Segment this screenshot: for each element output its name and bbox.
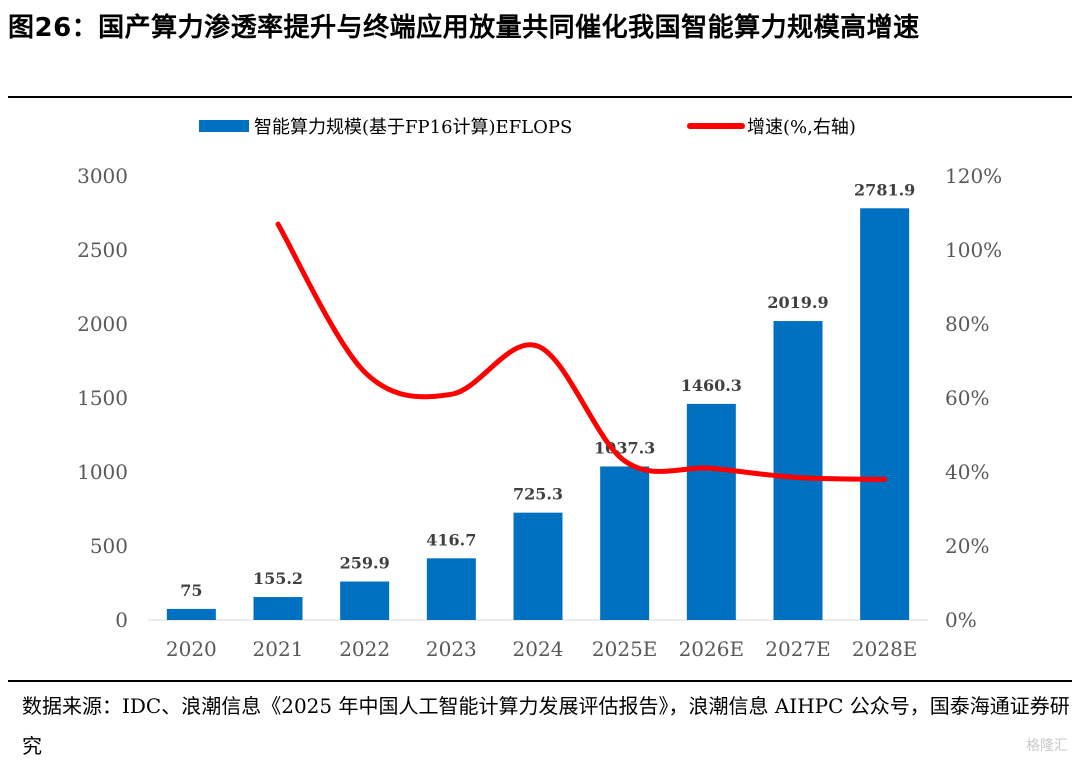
bar-value-label: 2781.9 xyxy=(854,180,915,199)
bar-value-label: 725.3 xyxy=(513,485,563,504)
growth-rate-line xyxy=(275,221,888,482)
bar-series xyxy=(166,208,910,620)
bar-value-label: 75 xyxy=(180,581,202,600)
legend: 智能算力规模(基于FP16计算)EFLOPS 增速(%,右轴) xyxy=(199,117,856,138)
bar-2020 xyxy=(166,608,216,620)
y-right-tick-label: 40% xyxy=(945,460,989,484)
bar-2021 xyxy=(253,597,303,620)
y-right-tick-label: 120% xyxy=(945,164,1002,188)
legend-bar-label: 智能算力规模(基于FP16计算)EFLOPS xyxy=(254,117,572,138)
source-divider xyxy=(8,680,1072,682)
y-left-tick-label: 0 xyxy=(115,608,128,632)
x-tick-label: 2021 xyxy=(253,637,304,661)
y-right-tick-label: 60% xyxy=(945,386,989,410)
x-tick-label: 2024 xyxy=(513,637,564,661)
bar-value-label: 1460.3 xyxy=(681,376,742,395)
bar-2024 xyxy=(513,512,563,620)
y-right-tick-label: 20% xyxy=(945,534,989,558)
bar-2027e xyxy=(773,321,823,620)
bar-value-label: 416.7 xyxy=(426,530,476,549)
y-right-tick-label: 0% xyxy=(945,608,977,632)
y-axis-left: 0 500 1000 1500 2000 2500 3000 xyxy=(77,164,128,632)
y-left-tick-label: 2000 xyxy=(77,312,128,336)
x-tick-label: 2027E xyxy=(765,637,831,661)
y-left-tick-label: 2500 xyxy=(77,238,128,262)
y-left-tick-label: 3000 xyxy=(77,164,128,188)
watermark: 格隆汇 xyxy=(1026,738,1068,754)
y-right-tick-label: 100% xyxy=(945,238,1002,262)
y-left-tick-label: 1500 xyxy=(77,386,128,410)
bar-value-label: 1037.3 xyxy=(594,438,655,457)
y-axis-right: 0% 20% 40% 60% 80% 100% 120% xyxy=(945,164,1002,632)
bar-2028e xyxy=(860,208,910,620)
bar-2022 xyxy=(340,581,390,620)
y-left-tick-label: 1000 xyxy=(77,460,128,484)
bar-value-label: 155.2 xyxy=(253,569,303,588)
x-tick-label: 2025E xyxy=(592,637,658,661)
line-series xyxy=(275,221,888,482)
figure-title: 图26：国产算力渗透率提升与终端应用放量共同催化我国智能算力规模高增速 xyxy=(8,13,920,43)
y-left-tick-label: 500 xyxy=(90,534,128,558)
x-tick-label: 2028E xyxy=(852,637,918,661)
x-axis-ticks: 2020 2021 2022 2023 2024 2025E 2026E 2027E 2028E xyxy=(166,637,918,661)
x-tick-label: 2026E xyxy=(679,637,745,661)
title-divider xyxy=(8,96,1072,98)
source-note: 数据来源：IDC、浪潮信息《2025 年中国人工智能计算力发展评估报告》，浪潮信… xyxy=(22,694,1070,758)
legend-line-label: 增速(%,右轴) xyxy=(747,117,856,138)
bar-data-labels: 75 155.2 259.9 416.7 725.3 1037.3 1460.3 2019.9… xyxy=(180,180,915,600)
bar-value-label: 259.9 xyxy=(340,554,390,573)
legend-bar-swatch xyxy=(199,120,249,132)
chart: 智能算力规模(基于FP16计算)EFLOPS 增速(%,右轴) 0 500 1000… xyxy=(77,117,1002,661)
bar-value-label: 2019.9 xyxy=(767,293,828,312)
x-tick-label: 2020 xyxy=(166,637,217,661)
x-tick-label: 2023 xyxy=(426,637,477,661)
bar-2026e xyxy=(686,403,736,620)
bar-2023 xyxy=(426,558,476,620)
bar-2025e xyxy=(600,466,650,620)
x-tick-label: 2022 xyxy=(339,637,390,661)
y-right-tick-label: 80% xyxy=(945,312,989,336)
